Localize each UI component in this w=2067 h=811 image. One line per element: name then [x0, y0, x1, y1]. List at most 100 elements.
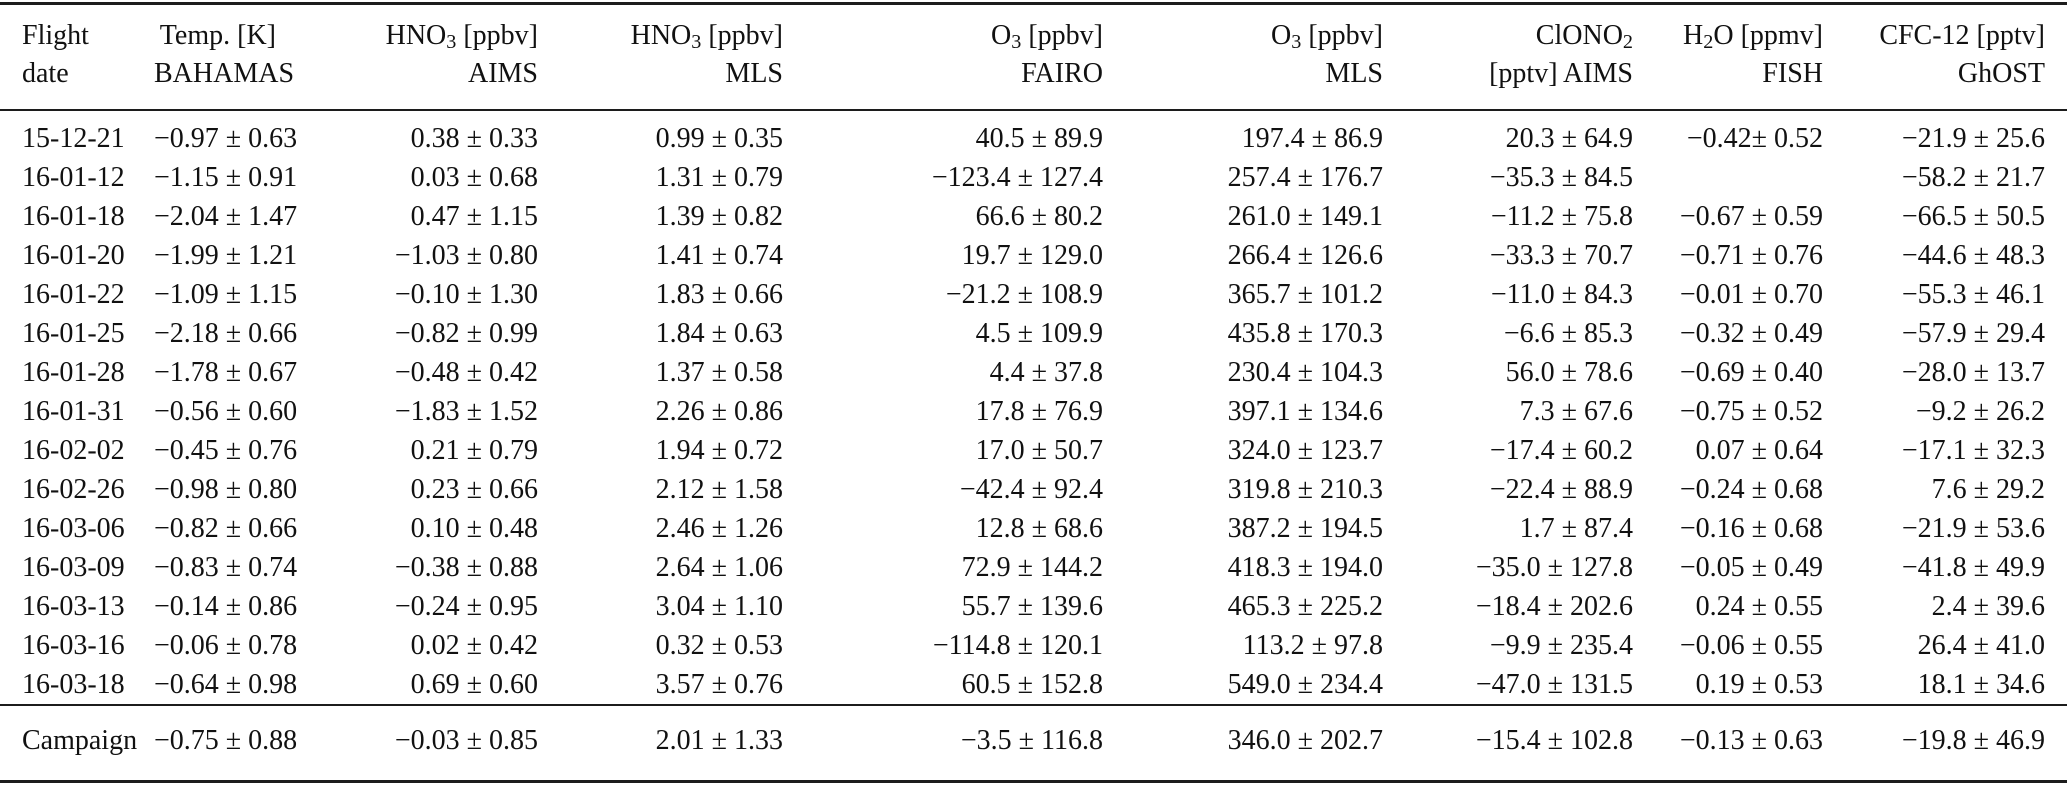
- cell-o3-fairo: −42.4 ± 92.4: [959, 474, 1103, 505]
- header-line-2: FISH: [1762, 58, 1823, 89]
- header-line-2: BAHAMAS: [154, 58, 295, 89]
- cell-o3-mls: 387.2 ± 194.5: [1227, 513, 1383, 544]
- cell-cfc12-ghost: 2.4 ± 39.6: [1931, 591, 2045, 622]
- cell-temp-bahamas: −1.99 ± 1.21: [154, 240, 298, 271]
- cell-flight-date: 16-01-28: [22, 357, 125, 388]
- header-line-2: GhOST: [1957, 58, 2045, 89]
- column-header-flight-date: Flight date: [0, 3, 140, 111]
- table-row: 16-02-26 −0.98 ± 0.80 0.23 ± 0.66 2.12 ± 1.…: [0, 470, 2067, 509]
- cell-clono2-aims: −35.3 ± 84.5: [1489, 162, 1633, 193]
- table-header-row: Flight date Temp. [K] BAHAMAS HNO3 [ppbv] AIM…: [0, 3, 2067, 111]
- cell-hno3-aims: −0.48 ± 0.42: [394, 357, 538, 388]
- cell-o3-mls: 261.0 ± 149.1: [1227, 201, 1383, 232]
- cell-hno3-aims: −0.10 ± 1.30: [394, 279, 538, 310]
- header-line-1: CFC-12 [pptv]: [1879, 20, 2045, 51]
- column-header-h2o-fish: H2O [ppmv] FISH: [1647, 3, 1837, 111]
- cell-hno3-mls: 2.12 ± 1.58: [655, 474, 783, 505]
- cell-cfc12-ghost: −58.2 ± 21.7: [1901, 162, 2045, 193]
- cell-h2o-fish: 0.24 ± 0.55: [1695, 591, 1823, 622]
- cell-o3-fairo: 4.4 ± 37.8: [989, 357, 1103, 388]
- cell-temp-bahamas: −0.98 ± 0.80: [154, 474, 298, 505]
- cell-cfc12-ghost: −57.9 ± 29.4: [1901, 318, 2045, 349]
- cell-hno3-aims: −1.83 ± 1.52: [394, 396, 538, 427]
- cell-flight-date: Campaign: [0, 704, 140, 782]
- cell-o3-fairo: 12.8 ± 68.6: [975, 513, 1103, 544]
- cell-cfc12-ghost: 26.4 ± 41.0: [1917, 630, 2045, 661]
- cell-h2o-fish: −0.01 ± 0.70: [1679, 279, 1823, 310]
- column-header-hno3-mls: HNO3 [ppbv] MLS: [552, 3, 797, 111]
- cell-hno3-mls: 0.32 ± 0.53: [655, 630, 783, 661]
- cell-hno3-mls: 2.64 ± 1.06: [655, 552, 783, 583]
- cell-flight-date: 16-03-06: [22, 513, 125, 544]
- cell-hno3-aims: 0.02 ± 0.42: [410, 630, 538, 661]
- cell-o3-fairo: 17.8 ± 76.9: [975, 396, 1103, 427]
- cell-clono2-aims: −11.2 ± 75.8: [1490, 201, 1633, 232]
- header-line-2: [pptv] AIMS: [1489, 58, 1633, 89]
- cell-o3-mls: 319.8 ± 210.3: [1227, 474, 1383, 505]
- subscript: 3: [446, 31, 457, 54]
- cell-flight-date: 16-01-25: [22, 318, 125, 349]
- header-line-1: HNO3 [ppbv]: [630, 20, 783, 54]
- cell-hno3-aims: 0.21 ± 0.79: [410, 435, 538, 466]
- cell-hno3-aims: −1.03 ± 0.80: [394, 240, 538, 271]
- cell-cfc12-ghost: −66.5 ± 50.5: [1901, 201, 2045, 232]
- header-line-2: AIMS: [467, 58, 538, 89]
- header-line-1: O3 [ppbv]: [991, 20, 1103, 54]
- cell-o3-fairo: 66.6 ± 80.2: [975, 201, 1103, 232]
- cell-hno3-aims: 0.47 ± 1.15: [410, 201, 538, 232]
- cell-o3-mls: 418.3 ± 194.0: [1227, 552, 1383, 583]
- cell-o3-fairo: −21.2 ± 108.9: [945, 279, 1103, 310]
- cell-temp-bahamas: −0.45 ± 0.76: [154, 435, 298, 466]
- cell-o3-mls: 435.8 ± 170.3: [1227, 318, 1383, 349]
- header-line-2: MLS: [725, 58, 783, 89]
- cell-flight-date: 16-02-02: [22, 435, 125, 466]
- cell-o3-mls: 197.4 ± 86.9: [1241, 123, 1383, 154]
- cell-flight-date: 16-01-18: [22, 201, 125, 232]
- cell-o3-mls: 346.0 ± 202.7: [1117, 704, 1397, 782]
- table-row: 16-01-18 −2.04 ± 1.47 0.47 ± 1.15 1.39 ± 0.…: [0, 197, 2067, 236]
- cell-h2o-fish: −0.32 ± 0.49: [1679, 318, 1823, 349]
- cell-clono2-aims: 1.7 ± 87.4: [1519, 513, 1633, 544]
- cell-o3-mls: 549.0 ± 234.4: [1227, 669, 1383, 700]
- cell-cfc12-ghost: −21.9 ± 53.6: [1901, 513, 2045, 544]
- cell-cfc12-ghost: −21.9 ± 25.6: [1901, 123, 2045, 154]
- cell-temp-bahamas: −0.75 ± 0.88: [140, 704, 297, 782]
- cell-temp-bahamas: −0.64 ± 0.98: [154, 669, 298, 700]
- cell-cfc12-ghost: −55.3 ± 46.1: [1901, 279, 2045, 310]
- cell-h2o-fish: −0.06 ± 0.55: [1679, 630, 1823, 661]
- table-row: 16-01-22 −1.09 ± 1.15 −0.10 ± 1.30 1.83 ± 0…: [0, 275, 2067, 314]
- column-header-o3-fairo: O3 [ppbv] FAIRO: [797, 3, 1117, 111]
- cell-hno3-mls: 2.46 ± 1.26: [655, 513, 783, 544]
- cell-flight-date: 16-03-13: [22, 591, 125, 622]
- cell-flight-date: 16-03-18: [22, 669, 125, 700]
- cell-h2o-fish: −0.69 ± 0.40: [1679, 357, 1823, 388]
- cell-clono2-aims: −11.0 ± 84.3: [1490, 279, 1633, 310]
- header-line-1: ClONO2: [1535, 20, 1633, 54]
- cell-clono2-aims: 56.0 ± 78.6: [1505, 357, 1633, 388]
- cell-hno3-aims: 0.69 ± 0.60: [410, 669, 538, 700]
- column-header-o3-mls: O3 [ppbv] MLS: [1117, 3, 1397, 111]
- cell-o3-fairo: 40.5 ± 89.9: [975, 123, 1103, 154]
- table-body: 15-12-21 −0.97 ± 0.63 0.38 ± 0.33 0.99 ± 0.…: [0, 110, 2067, 705]
- subscript: 2: [1622, 31, 1633, 54]
- column-header-clono2-aims: ClONO2 [pptv] AIMS: [1397, 3, 1647, 111]
- cell-hno3-mls: 0.99 ± 0.35: [655, 123, 783, 154]
- cell-o3-fairo: 19.7 ± 129.0: [961, 240, 1103, 271]
- cell-h2o-fish: −0.42± 0.52: [1686, 123, 1823, 154]
- cell-h2o-fish: −0.67 ± 0.59: [1679, 201, 1823, 232]
- column-header-cfc12-ghost: CFC-12 [pptv] GhOST: [1837, 3, 2067, 111]
- cell-flight-date: 16-01-22: [22, 279, 125, 310]
- cell-h2o-fish: −0.13 ± 0.63: [1647, 704, 1837, 782]
- cell-temp-bahamas: −0.06 ± 0.78: [154, 630, 298, 661]
- cell-h2o-fish: −0.75 ± 0.52: [1679, 396, 1823, 427]
- table-row: 16-01-12 −1.15 ± 0.91 0.03 ± 0.68 1.31 ± 0.…: [0, 158, 2067, 197]
- cell-clono2-aims: 20.3 ± 64.9: [1505, 123, 1633, 154]
- cell-hno3-aims: 0.38 ± 0.33: [410, 123, 538, 154]
- cell-o3-fairo: −123.4 ± 127.4: [931, 162, 1103, 193]
- cell-flight-date: 16-01-12: [22, 162, 125, 193]
- cell-o3-fairo: 4.5 ± 109.9: [975, 318, 1103, 349]
- cell-h2o-fish: −0.05 ± 0.49: [1679, 552, 1823, 583]
- cell-cfc12-ghost: 7.6 ± 29.2: [1931, 474, 2045, 505]
- cell-temp-bahamas: −1.15 ± 0.91: [154, 162, 298, 193]
- cell-clono2-aims: 7.3 ± 67.6: [1519, 396, 1633, 427]
